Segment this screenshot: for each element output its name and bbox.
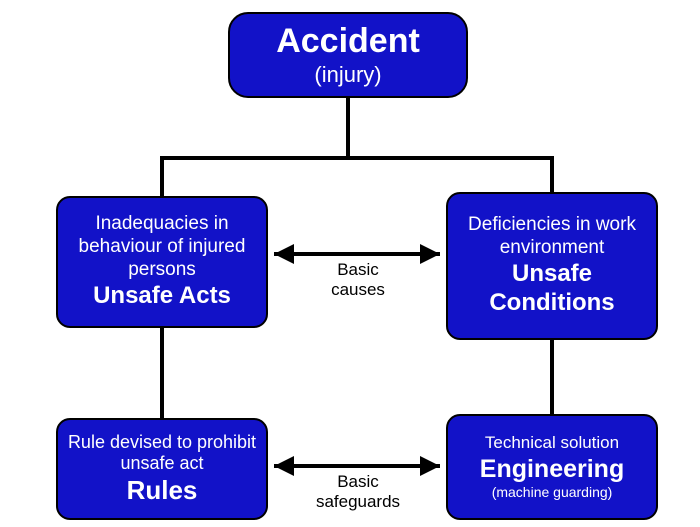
diagram-stage: Accident (injury) Inadequacies in behavi… [0,0,700,527]
label-basic-causes-line1: Basic [318,260,398,280]
node-unsafe-conditions-title: Unsafe Conditions [456,260,648,318]
node-unsafe-acts-title: Unsafe Acts [93,282,231,311]
node-accident-title: Accident [276,21,420,62]
node-unsafe-conditions: Deficiencies in work environment Unsafe … [446,192,658,340]
node-accident-subtitle: (injury) [314,62,381,88]
node-unsafe-conditions-sub: Deficiencies in work environment [456,214,648,260]
node-engineering-sub: Technical solution [485,433,619,453]
node-engineering-title: Engineering [480,454,624,484]
node-engineering: Technical solution Engineering (machine … [446,414,658,520]
node-accident: Accident (injury) [228,12,468,98]
node-engineering-sub2: (machine guarding) [492,484,613,501]
label-basic-causes-line2: causes [318,280,398,300]
label-basic-safeguards-line2: safeguards [300,492,416,512]
label-basic-safeguards: Basic safeguards [300,472,416,511]
label-basic-safeguards-line1: Basic [300,472,416,492]
node-rules-sub: Rule devised to prohibit unsafe act [66,432,258,475]
node-rules-title: Rules [127,475,198,506]
node-rules: Rule devised to prohibit unsafe act Rule… [56,418,268,520]
node-unsafe-acts: Inadequacies in behaviour of injured per… [56,196,268,328]
label-basic-causes: Basic causes [318,260,398,299]
node-unsafe-acts-sub: Inadequacies in behaviour of injured per… [66,213,258,281]
